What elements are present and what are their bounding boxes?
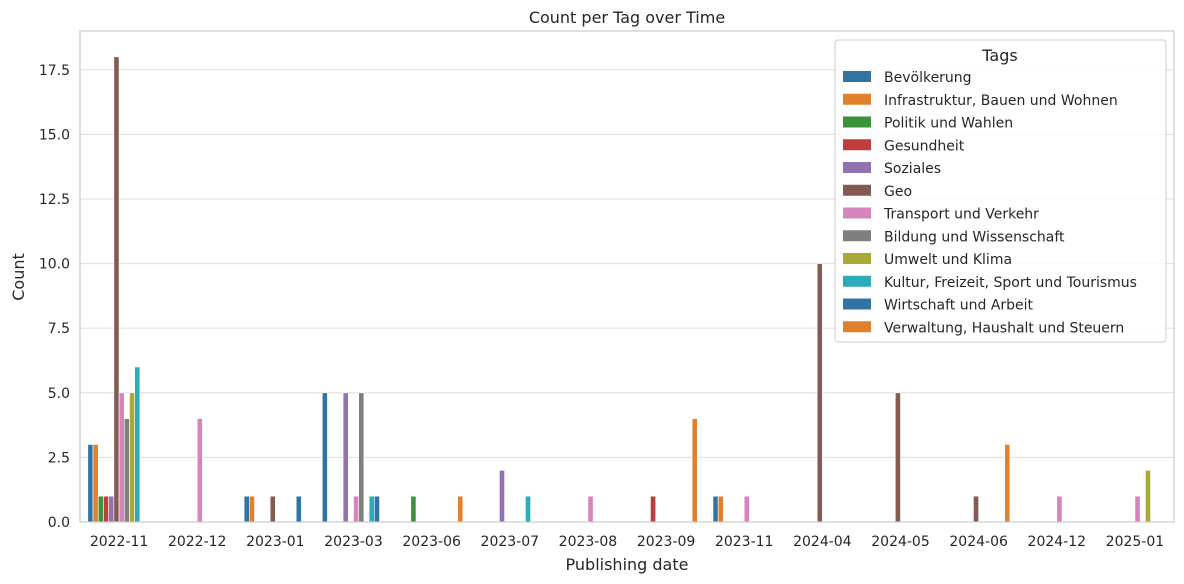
bar bbox=[113, 56, 120, 523]
legend-swatch bbox=[843, 71, 871, 82]
bar bbox=[816, 263, 823, 523]
legend-title: Tags bbox=[981, 46, 1017, 65]
bar bbox=[123, 418, 130, 523]
legend-swatch bbox=[843, 298, 871, 310]
bar bbox=[134, 366, 141, 523]
legend-label: Gesundheit bbox=[884, 138, 965, 154]
legend-swatch bbox=[843, 207, 871, 219]
legend-swatch bbox=[843, 93, 871, 105]
x-axis-title: Publishing date bbox=[566, 555, 689, 574]
bar bbox=[358, 392, 365, 523]
legend-swatch bbox=[843, 253, 871, 264]
y-axis-title: Count bbox=[9, 253, 28, 301]
y-tick-label: 7.5 bbox=[48, 321, 70, 337]
bar bbox=[92, 444, 99, 523]
bar bbox=[269, 495, 276, 523]
bar bbox=[525, 495, 531, 523]
bar bbox=[118, 392, 125, 523]
chart-title: Count per Tag over Time bbox=[529, 8, 725, 27]
bar bbox=[196, 418, 203, 523]
legend-label: Transport und Verkehr bbox=[883, 207, 1039, 223]
x-tick-label: 2023-01 bbox=[246, 534, 305, 550]
y-tick-label: 2.5 bbox=[48, 450, 70, 466]
bar bbox=[321, 392, 328, 523]
bar bbox=[1004, 444, 1011, 523]
x-axis-ticks: 2022-11 2022-12 2023-01 2023-03 2023-06 2023-… bbox=[90, 534, 1164, 550]
legend-swatch bbox=[843, 162, 871, 173]
legend-label: Geo bbox=[884, 184, 912, 200]
bar bbox=[712, 495, 719, 523]
x-tick-label: 2025-01 bbox=[1106, 534, 1165, 550]
legend-swatch bbox=[843, 321, 871, 333]
legend-label: Wirtschaft und Arbeit bbox=[884, 298, 1034, 314]
legend-label: Politik und Wahlen bbox=[884, 116, 1013, 132]
bar bbox=[374, 495, 380, 523]
plot-frame bbox=[79, 30, 1175, 523]
bar bbox=[894, 392, 901, 523]
x-tick-label: 2022-11 bbox=[90, 534, 149, 550]
bar bbox=[368, 495, 375, 523]
bar bbox=[650, 495, 656, 523]
x-tick-label: 2024-12 bbox=[1028, 534, 1087, 550]
legend-frame bbox=[834, 39, 1167, 343]
bar bbox=[87, 444, 94, 523]
bar bbox=[973, 495, 979, 523]
x-tick-label: 2024-04 bbox=[793, 534, 852, 550]
legend-swatch bbox=[843, 275, 871, 287]
legend-items: Bevölkerung Infrastruktur, Bauen und Wohn… bbox=[843, 70, 1137, 336]
legend-label: Kultur, Freizeit, Sport und Tourismus bbox=[884, 275, 1137, 291]
bar bbox=[717, 495, 724, 523]
bar bbox=[743, 495, 750, 523]
legend-label: Bevölkerung bbox=[884, 70, 972, 86]
x-tick-label: 2023-03 bbox=[324, 534, 383, 550]
bar bbox=[243, 495, 250, 523]
y-tick-label: 15.0 bbox=[39, 127, 70, 143]
x-tick-label: 2023-11 bbox=[715, 534, 774, 550]
y-axis-ticks: 0.0 2.5 5.0 7.5 10.0 12.5 15.0 17.5 bbox=[39, 63, 70, 531]
x-tick-label: 2023-07 bbox=[481, 534, 540, 550]
legend-label: Infrastruktur, Bauen und Wohnen bbox=[884, 93, 1118, 109]
bar bbox=[691, 418, 698, 523]
bar bbox=[410, 495, 417, 523]
legend-swatch bbox=[843, 230, 871, 242]
legend-label: Umwelt und Klima bbox=[884, 252, 1012, 268]
bar bbox=[499, 470, 505, 523]
legend-label: Bildung und Wissenschaft bbox=[884, 229, 1065, 245]
x-tick-label: 2022-12 bbox=[168, 534, 227, 550]
bar bbox=[342, 392, 349, 523]
bar bbox=[295, 495, 302, 523]
bar bbox=[587, 495, 594, 523]
bar bbox=[103, 495, 109, 523]
bar bbox=[129, 392, 136, 523]
y-tick-label: 10.0 bbox=[39, 257, 70, 273]
bar bbox=[1145, 470, 1151, 523]
x-tick-label: 2024-05 bbox=[871, 534, 930, 550]
y-tick-label: 0.0 bbox=[48, 515, 70, 531]
y-tick-label: 17.5 bbox=[39, 63, 70, 79]
x-tick-label: 2023-08 bbox=[559, 534, 618, 550]
legend-label: Verwaltung, Haushalt und Steuern bbox=[884, 320, 1124, 336]
bar bbox=[457, 495, 464, 523]
bar bbox=[249, 495, 255, 523]
gridlines bbox=[80, 69, 1174, 523]
y-tick-label: 12.5 bbox=[39, 192, 70, 208]
bar bbox=[97, 495, 104, 523]
legend-swatch bbox=[843, 139, 871, 151]
legend-swatch bbox=[843, 184, 871, 196]
bar bbox=[353, 495, 360, 523]
bar bbox=[1134, 495, 1141, 523]
y-tick-label: 5.0 bbox=[48, 386, 70, 402]
legend-label: Soziales bbox=[884, 161, 941, 177]
x-tick-label: 2024-06 bbox=[949, 534, 1008, 550]
bar bbox=[108, 495, 115, 523]
x-tick-label: 2023-09 bbox=[637, 534, 696, 550]
bar bbox=[1056, 495, 1063, 523]
legend: Tags Bevölkerung Infrastruktur, Bauen und… bbox=[834, 39, 1167, 343]
x-tick-label: 2023-06 bbox=[402, 534, 461, 550]
legend-swatch bbox=[843, 116, 871, 128]
